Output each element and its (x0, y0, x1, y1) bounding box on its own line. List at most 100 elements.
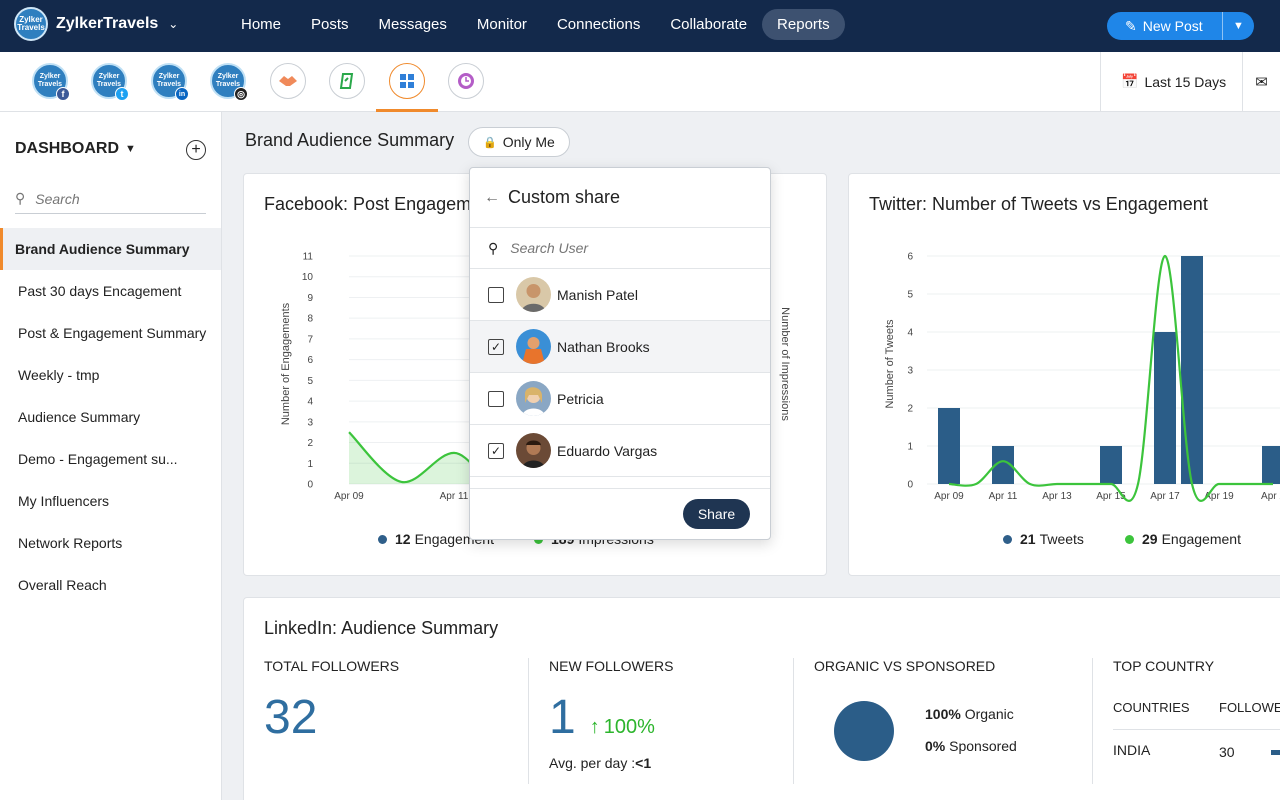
new-post-button[interactable]: ✎ New Post (1107, 12, 1222, 40)
avg-per-day-value: <1 (635, 755, 652, 771)
document-icon (329, 63, 365, 99)
twitter-legend-tweets[interactable]: 21 Tweets (1003, 531, 1084, 547)
organic-label: Organic (964, 706, 1014, 722)
new-post-button-group: ✎ New Post ▼ (1107, 12, 1254, 40)
legend-dot (1003, 534, 1012, 544)
tweets-bar (1154, 332, 1176, 484)
user-search-input[interactable] (510, 240, 693, 256)
legend-label: Tweets (1039, 531, 1084, 547)
x-tick-label: Apr 09 (934, 491, 964, 502)
organic-sponsored-section: ORGANIC VS SPONSORED 100% Organic 0% Spo… (814, 658, 1017, 761)
x-tick-label: Apr 15 (1096, 491, 1126, 502)
tweets-bar (938, 408, 960, 484)
dashboard-header: DASHBOARD (15, 140, 119, 157)
user-checkbox[interactable]: ✓ (488, 442, 504, 459)
engagement-line (948, 254, 1273, 502)
divider (1113, 729, 1280, 730)
add-dashboard-button[interactable]: + (186, 140, 206, 160)
back-arrow-icon[interactable]: ← (484, 188, 500, 206)
brand-logo: Zylker Travels (91, 63, 127, 99)
country-name: INDIA (1113, 742, 1151, 758)
user-name: Manish Patel (557, 286, 638, 303)
user-name: Eduardo Vargas (557, 442, 658, 459)
user-row[interactable]: ✓ Nathan Brooks (470, 321, 770, 373)
share-button[interactable]: Share (683, 499, 750, 529)
channel-handshake[interactable] (270, 63, 306, 99)
sidebar-item-brand-audience-summary[interactable]: Brand Audience Summary (0, 228, 221, 270)
channel-bar: Zylker Travels f Zylker Travels t Zylker… (0, 52, 1280, 112)
y-tick-label: 11 (303, 252, 314, 263)
visibility-button[interactable]: 🔒 Only Me (468, 127, 570, 157)
new-followers-row: 1 ↑ 100% (549, 690, 673, 745)
channel-dashboard[interactable] (389, 63, 425, 99)
y-tick-label: 8 (307, 314, 313, 325)
sidebar-search-input[interactable] (35, 190, 186, 207)
user-row[interactable]: ✓ Eduardo Vargas (470, 425, 770, 477)
divider (793, 658, 794, 784)
sidebar-item-demo-engagement[interactable]: Demo - Engagement su... (18, 451, 178, 467)
twitter-legend-engagement[interactable]: 29 Engagement (1125, 531, 1241, 547)
x-tick-label: Apr 09 (334, 491, 364, 502)
nav-home[interactable]: Home (241, 16, 282, 33)
nav-monitor[interactable]: Monitor (476, 16, 527, 33)
user-checkbox[interactable]: ✓ (488, 338, 504, 355)
channel-facebook[interactable]: Zylker Travels f (32, 63, 70, 101)
channel-instagram[interactable]: Zylker Travels ◎ (210, 63, 248, 101)
divider (528, 658, 529, 784)
instagram-icon: ◎ (234, 87, 248, 101)
sidebar-item-overall-reach[interactable]: Overall Reach (18, 577, 107, 593)
nav-messages[interactable]: Messages (378, 16, 447, 33)
sidebar-item-weekly-tmp[interactable]: Weekly - tmp (18, 367, 100, 383)
twitter-icon: t (115, 87, 129, 101)
popup-title: Custom share (508, 187, 621, 207)
channel-linkedin[interactable]: Zylker Travels in (151, 63, 189, 101)
y-tick-label: 2 (907, 404, 913, 415)
tweets-bar (1181, 256, 1203, 484)
nav-posts[interactable]: Posts (311, 16, 349, 33)
popup-footer: Share (470, 488, 770, 540)
legend-label: Engagement (1161, 531, 1241, 547)
countries-header: COUNTRIES (1113, 700, 1190, 715)
nav-connections[interactable]: Connections (556, 16, 641, 33)
chevron-down-icon: ▼ (125, 143, 136, 155)
organic-sponsored-label: ORGANIC VS SPONSORED (814, 658, 996, 674)
nav-reports[interactable]: Reports (762, 9, 845, 40)
new-post-dropdown[interactable]: ▼ (1233, 20, 1244, 32)
total-followers-label: TOTAL FOLLOWERS (264, 658, 400, 674)
total-followers-section: TOTAL FOLLOWERS 32 (264, 658, 399, 745)
user-row[interactable]: Manish Patel (470, 269, 770, 321)
user-row[interactable]: Petricia (470, 373, 770, 425)
y-tick-label: 5 (307, 376, 313, 387)
y-tick-label: 9 (307, 293, 313, 304)
chevron-down-icon: ⌄ (168, 17, 179, 31)
sidebar-item-post-engagement-summary[interactable]: Post & Engagement Summary (18, 325, 207, 341)
twitter-card-title: Twitter: Number of Tweets vs Engagement (869, 194, 1208, 214)
nav-collaborate[interactable]: Collaborate (670, 16, 748, 33)
y-tick-label: 3 (307, 417, 313, 428)
y-tick-label: 0 (307, 480, 313, 491)
email-report-button[interactable]: ✉ (1242, 52, 1280, 111)
date-range-filter[interactable]: 📅 Last 15 Days (1100, 52, 1240, 111)
tweets-bar (1262, 446, 1280, 484)
sidebar-item-past-30-days[interactable]: Past 30 days Encagement (18, 283, 182, 299)
sidebar-item-audience-summary[interactable]: Audience Summary (18, 409, 141, 425)
y-tick-label: 4 (307, 397, 313, 408)
top-country-table: COUNTRIES FOLLOWERS INDIA 30 (1113, 674, 1280, 794)
top-country-section: TOP COUNTRY COUNTRIES FOLLOWERS INDIA 30 (1113, 658, 1280, 794)
channel-twitter[interactable]: Zylker Travels t (91, 63, 129, 101)
y-tick-label: 10 (302, 272, 314, 283)
channel-clock[interactable] (448, 63, 484, 99)
brand-switcher[interactable]: Zylker Travels ZylkerTravels ⌄ (14, 7, 178, 41)
sidebar-item-my-influencers[interactable]: My Influencers (18, 493, 110, 509)
y-axis-title: Number of Engagements (280, 302, 292, 425)
dashboard-dropdown[interactable]: DASHBOARD ▼ (15, 140, 136, 158)
channel-document[interactable] (329, 63, 365, 99)
date-range-label: Last 15 Days (1144, 73, 1227, 90)
visibility-label: Only Me (502, 134, 555, 150)
sidebar-item-network-reports[interactable]: Network Reports (18, 535, 123, 551)
user-checkbox[interactable] (488, 286, 504, 303)
user-checkbox[interactable] (488, 390, 504, 407)
organic-pie-chart (834, 701, 894, 761)
top-country-label: TOP COUNTRY (1113, 658, 1215, 674)
twitter-chart-card: Twitter: Number of Tweets vs Engagement … (848, 173, 1280, 576)
